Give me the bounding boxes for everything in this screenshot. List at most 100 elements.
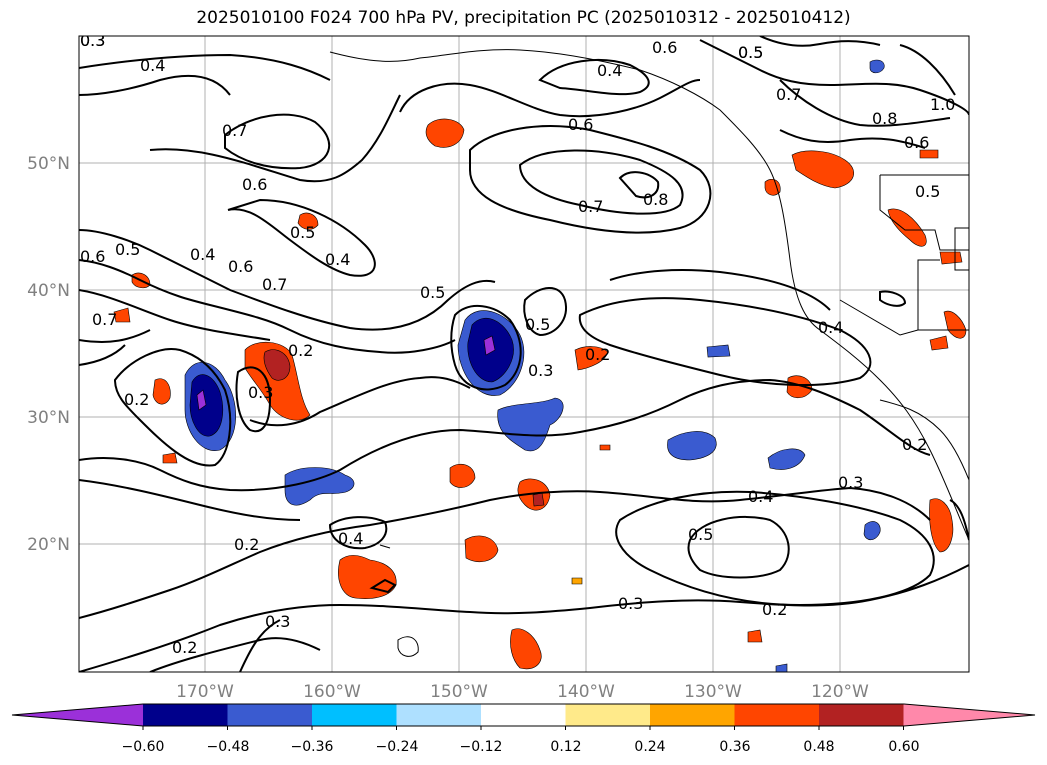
- colorbar-segment: [565, 704, 650, 726]
- positive-blob: [571, 577, 583, 585]
- lon-tick-label: 140°W: [557, 682, 615, 702]
- lat-tick-label: 30°N: [27, 408, 70, 428]
- map-title: 2025010100 F024 700 hPa PV, precipitatio…: [196, 8, 851, 28]
- colorbar-tick-label: 0.12: [550, 739, 581, 755]
- lat-tick-label: 20°N: [27, 535, 70, 555]
- positive-blob: [532, 492, 545, 507]
- positive-blob: [152, 378, 171, 405]
- colorbar-segment: [312, 704, 397, 726]
- positive-blob: [449, 463, 476, 488]
- positive-blob: [764, 179, 781, 196]
- colorbar-segment: [650, 704, 735, 726]
- lat-tick-label: 40°N: [27, 281, 70, 301]
- colorbar-tick-label: 0.36: [719, 739, 750, 755]
- colorbar-tick-label: −0.24: [376, 739, 419, 755]
- positive-blob: [599, 444, 611, 451]
- colorbar-tick-label: 0.60: [888, 739, 919, 755]
- colorbar-tick-label: 0.24: [634, 739, 665, 755]
- contour-label: 0.2: [234, 535, 259, 554]
- positive-blob: [887, 208, 927, 247]
- colorbar-segment: [143, 704, 228, 726]
- contour-label: 0.5: [738, 43, 763, 62]
- positive-blob: [425, 118, 465, 148]
- colorbar-tick-label: −0.36: [291, 739, 334, 755]
- contour-label: 0.5: [738, 43, 763, 62]
- map-panel: 0.3 0.4 0.6 0.4 0.5 0.7 0.6 0.6 0.8 0.7 …: [78, 31, 970, 673]
- contour-label: 0.4: [190, 245, 215, 264]
- positive-blob: [510, 628, 542, 670]
- coastlines: [329, 49, 969, 657]
- contour-label: 0.3: [838, 473, 863, 492]
- contour-label: 0.2: [124, 390, 149, 409]
- contour-label: 0.4: [338, 529, 363, 548]
- contour-label: 0.6: [652, 38, 677, 57]
- negative-blob: [284, 467, 355, 506]
- contour-label: 0.5: [290, 223, 315, 242]
- colorbar-segment: [227, 704, 312, 726]
- contour-label: 0.3: [80, 31, 105, 50]
- negative-blob: [667, 431, 717, 461]
- longitude-tick-labels: 170°W 160°W 150°W 140°W 130°W 120°W: [176, 682, 869, 702]
- contour-label: 0.5: [688, 525, 713, 544]
- negative-precip-areas: [184, 59, 885, 672]
- latitude-tick-labels: 50°N 40°N 30°N 20°N: [27, 154, 70, 555]
- lon-tick-label: 150°W: [430, 682, 488, 702]
- colorbar-under-extension: [12, 704, 143, 726]
- contour-label: 0.3: [528, 361, 553, 380]
- contour-label: 0.3: [618, 594, 643, 613]
- colorbar-segment: [481, 704, 566, 726]
- negative-blob: [196, 389, 207, 411]
- lon-tick-label: 170°W: [176, 682, 234, 702]
- contour-label: 0.7: [222, 121, 247, 140]
- negative-blob: [863, 521, 881, 541]
- positive-blob: [297, 212, 319, 230]
- contour-label: 0.4: [818, 318, 843, 337]
- positive-precip-areas: [113, 118, 967, 670]
- contour-label: 0.5: [420, 283, 445, 302]
- contour-label: 0.7: [578, 197, 603, 216]
- contour-label: 0.4: [748, 487, 773, 506]
- contour-label: 0.7: [262, 275, 287, 294]
- contour-label: 1.0: [930, 95, 955, 114]
- contour-label: 0.4: [140, 56, 165, 75]
- contour-label: 0.2: [762, 600, 787, 619]
- negative-blob: [483, 335, 496, 356]
- contour-label: 0.5: [915, 182, 940, 201]
- contour-label: 0.6: [80, 247, 105, 266]
- positive-blob: [464, 535, 499, 563]
- contour-label: 0.8: [872, 109, 897, 128]
- contour-label: 0.4: [325, 250, 350, 269]
- lon-tick-label: 160°W: [303, 682, 361, 702]
- negative-blob: [775, 663, 788, 672]
- positive-blob: [791, 150, 854, 189]
- colorbar-tick-label: −0.48: [207, 739, 250, 755]
- contour-label: 0.8: [643, 190, 668, 209]
- positive-blob: [939, 251, 963, 265]
- positive-blob: [244, 342, 311, 421]
- contour-label: 0.5: [115, 240, 140, 259]
- contour-label: 0.3: [80, 31, 105, 50]
- negative-blob: [189, 374, 223, 437]
- colorbar-tick-label: −0.12: [460, 739, 503, 755]
- negative-blob: [869, 59, 885, 74]
- contour-label: 0.3: [265, 612, 290, 631]
- positive-blob: [929, 498, 954, 553]
- contour-label: 0.2: [902, 435, 927, 454]
- contour-label: 0.2: [585, 345, 610, 364]
- contour-label: 0.5: [525, 315, 550, 334]
- positive-blob: [113, 307, 131, 323]
- contour-label: 0.4: [597, 61, 622, 80]
- contour-label: 0.3: [248, 383, 273, 402]
- lon-tick-label: 130°W: [684, 682, 742, 702]
- contour-labels: 0.3 0.4 0.6 0.4 0.5 0.7 0.6 0.6 0.8 0.7 …: [80, 31, 955, 657]
- positive-blob: [162, 452, 178, 464]
- negative-blob: [767, 448, 806, 470]
- colorbar-tick-label: −0.60: [122, 739, 165, 755]
- positive-blob: [747, 629, 763, 643]
- negative-blob: [497, 397, 564, 452]
- contour-label: 0.7: [776, 85, 801, 104]
- contour-label: 0.6: [228, 257, 253, 276]
- pv-contours: [79, 36, 969, 672]
- positive-blob: [929, 335, 949, 351]
